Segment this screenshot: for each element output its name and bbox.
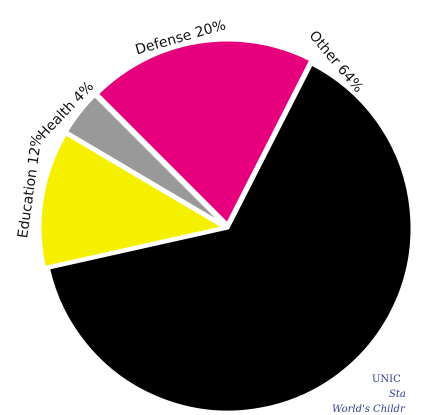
pie-slices (38, 38, 414, 414)
pie-slice-other (46, 62, 414, 414)
source-line-1: UNIC (372, 374, 401, 385)
source-line-2: Sta (389, 389, 406, 400)
source-note: UNIC Sta World's Childr (332, 374, 406, 415)
pie-slice-defense (95, 38, 313, 226)
pie-slice-education (38, 132, 226, 270)
source-line-3: World's Childr (332, 404, 406, 415)
pie-slice-health (64, 93, 227, 228)
